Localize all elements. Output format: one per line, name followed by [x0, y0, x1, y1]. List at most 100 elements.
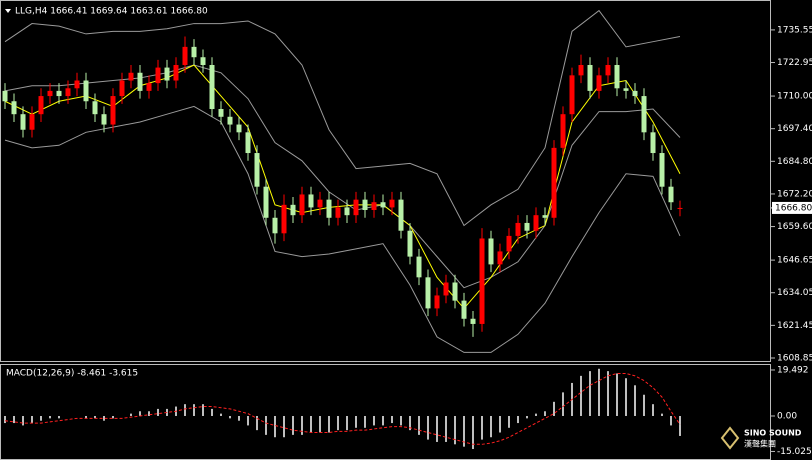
candle-body — [200, 57, 206, 65]
y-tick-label: 1684.80 — [777, 157, 812, 167]
candle-body — [398, 199, 404, 231]
candle-body — [461, 300, 467, 319]
candle-body — [344, 207, 350, 216]
y-tick-label: 0.00 — [777, 411, 797, 421]
candle-body — [497, 251, 503, 265]
macd-signal — [4, 372, 681, 445]
candle-body — [668, 186, 674, 203]
candle-body — [209, 64, 215, 110]
candle-body — [614, 64, 620, 89]
y-tick-label: 19.492 — [777, 365, 809, 375]
candle-body — [353, 199, 359, 216]
y-tick-label: 1710.00 — [777, 92, 812, 102]
candle-body — [254, 153, 260, 187]
candle-body — [191, 46, 197, 58]
candle-body — [155, 67, 161, 84]
candle-body — [218, 109, 224, 117]
watermark-logo — [720, 426, 740, 450]
y-tick-label: -15.025 — [777, 447, 812, 457]
candle-body — [524, 222, 530, 231]
candle-body — [623, 88, 629, 91]
candle-body — [236, 124, 242, 133]
candle-body — [425, 277, 431, 309]
candle-body — [101, 114, 107, 125]
candle-body — [596, 75, 602, 91]
candle-body — [650, 132, 656, 154]
candle-body — [245, 132, 251, 154]
moving-average — [4, 64, 681, 310]
candle-body — [632, 90, 638, 97]
candle-body — [434, 295, 440, 309]
candle-body — [20, 114, 26, 130]
candle-body — [380, 202, 386, 208]
candle-body — [29, 114, 35, 130]
candle-body — [164, 67, 170, 81]
candle-body — [677, 207, 683, 209]
y-tick-label: 1646.65 — [777, 256, 812, 266]
candle-body — [182, 46, 188, 65]
candle-body — [560, 114, 566, 148]
candle-body — [83, 80, 89, 102]
last-price-label: 1666.80 — [775, 203, 812, 213]
candle-body — [74, 80, 80, 89]
candle-body — [173, 64, 179, 81]
watermark-subtitle: 漢聲集團 — [744, 439, 776, 449]
candle-body — [551, 147, 557, 218]
candle-body — [542, 215, 548, 218]
candle-body — [272, 217, 278, 234]
y-tick-label: 1634.05 — [777, 288, 812, 298]
candle-body — [605, 64, 611, 76]
candle-body — [443, 282, 449, 296]
candle-body — [515, 222, 521, 236]
menu-arrow — [5, 9, 11, 13]
candle-body — [110, 96, 116, 125]
candle-body — [659, 153, 665, 187]
main-title: LLG,H4 1666.41 1669.64 1663.61 1666.80 — [15, 7, 208, 17]
candle-body — [470, 318, 476, 324]
y-tick-label: 1697.40 — [777, 124, 812, 134]
candle-body — [371, 202, 377, 211]
candle-body — [281, 204, 287, 234]
main-panel-frame — [0, 0, 771, 362]
candle-body — [641, 96, 647, 133]
bollinger-upper — [4, 9, 681, 227]
y-tick-label: 1735.55 — [777, 25, 812, 35]
macd-title: MACD(12,26,9) -8.461 -3.615 — [6, 369, 138, 379]
macd-panel: 19.492 0.00 -15.025 — [4, 365, 812, 457]
candle-body — [362, 199, 368, 211]
candle-body — [587, 64, 593, 91]
candle-body — [308, 194, 314, 208]
candle-body — [335, 207, 341, 218]
y-tick-label: 1659.60 — [777, 222, 812, 232]
candle-body — [2, 90, 8, 102]
candle-body — [317, 199, 323, 208]
y-tick-label: 1672.20 — [777, 189, 812, 199]
candle-body — [11, 101, 17, 115]
y-tick-label: 1621.45 — [777, 321, 812, 331]
candle-body — [533, 215, 539, 231]
candle-body — [137, 72, 143, 91]
candle-body — [326, 199, 332, 218]
y-tick-label: 1608.85 — [777, 353, 812, 363]
candle-body — [263, 186, 269, 218]
watermark-name: SINO SOUND — [744, 429, 802, 438]
candle-body — [299, 194, 305, 216]
watermark: SINO SOUND 漢聲集團 — [720, 426, 802, 450]
candle-body — [416, 256, 422, 278]
candle-body — [506, 235, 512, 252]
candle-body — [452, 282, 458, 301]
candle-body — [389, 199, 395, 208]
candle-body — [47, 90, 53, 97]
candle-body — [92, 101, 98, 115]
candle-body — [65, 88, 71, 97]
candle-body — [227, 116, 233, 125]
candle-body — [407, 230, 413, 257]
candle-body — [578, 64, 584, 76]
bollinger-lower — [4, 105, 681, 353]
candle-body — [479, 238, 485, 324]
candle-body — [56, 90, 62, 97]
candle-body — [38, 96, 44, 115]
candle-body — [119, 80, 125, 97]
